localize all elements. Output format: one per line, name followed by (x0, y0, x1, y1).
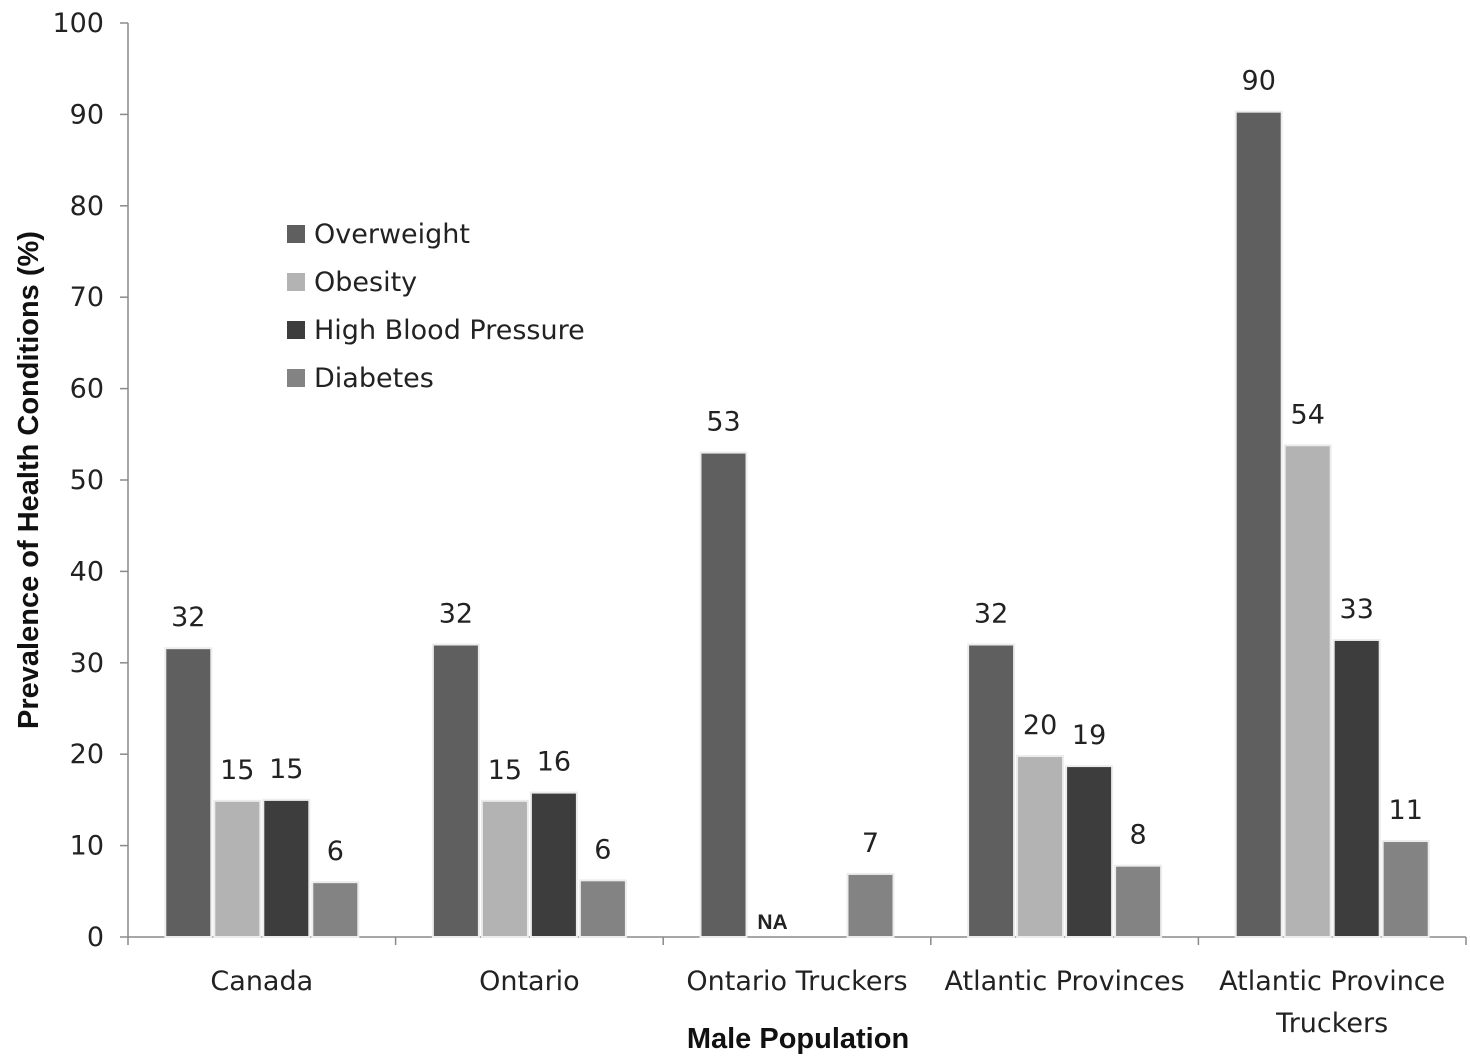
x-tick-label: Canada (210, 966, 313, 997)
y-tick-label: 90 (70, 99, 104, 130)
legend-swatch (287, 225, 305, 243)
data-label: 8 (1130, 820, 1147, 851)
bar-obesity (1283, 444, 1332, 938)
legend-swatch (287, 369, 305, 387)
data-label: 20 (1023, 710, 1057, 741)
bar-obesity (480, 799, 529, 939)
data-label: 15 (220, 755, 254, 786)
data-labels: 32 15 15 6 32 15 16 6 53 NA 7 32 20 19 8 90 54 33 11 (171, 66, 1423, 934)
legend-label: High Blood Pressure (314, 315, 585, 346)
y-axis: 0 10 20 30 40 50 60 70 80 90 100 (52, 8, 129, 953)
data-label: 6 (327, 836, 344, 867)
data-label: 6 (594, 834, 611, 865)
x-tick-label: Ontario Truckers (686, 966, 907, 997)
x-tick-label: Atlantic Provinces (944, 966, 1184, 997)
y-tick-label: 0 (87, 922, 104, 953)
data-label: 16 (537, 747, 571, 778)
x-axis-title: Male Population (687, 1023, 909, 1055)
data-label: 32 (171, 602, 205, 633)
y-tick-label: 10 (70, 831, 104, 862)
y-tick-label: 30 (70, 648, 104, 679)
y-tick-label: 80 (70, 191, 104, 222)
data-label: 32 (974, 599, 1008, 630)
data-label: 7 (862, 828, 879, 859)
data-label: 15 (269, 754, 303, 785)
y-tick-label: 20 (70, 739, 104, 770)
bar-overweight (699, 451, 748, 938)
bar-high-blood-pressure (1332, 638, 1381, 938)
data-label: 90 (1242, 66, 1276, 97)
bar-diabetes (1381, 840, 1430, 939)
bar-obesity (213, 799, 262, 939)
legend-label: Diabetes (314, 363, 434, 394)
legend-label: Obesity (314, 267, 417, 298)
data-label: 54 (1291, 399, 1325, 430)
data-label: 53 (706, 407, 740, 438)
legend: Overweight Obesity High Blood Pressure Diab… (287, 219, 585, 394)
data-label: 15 (488, 755, 522, 786)
y-tick-label: 60 (70, 374, 104, 405)
y-tick-label: 50 (70, 465, 104, 496)
legend-swatch (287, 273, 305, 291)
y-axis-title: Prevalence of Health Conditions (%) (13, 231, 45, 729)
bar-overweight (1234, 110, 1283, 938)
bars (164, 110, 1430, 939)
y-tick-label: 100 (52, 8, 104, 39)
data-label: 11 (1389, 795, 1423, 826)
data-label: 19 (1072, 720, 1106, 751)
x-tick-label: Atlantic Province Truckers (1219, 966, 1445, 1039)
bar-overweight (431, 643, 480, 939)
bar-diabetes (1114, 864, 1163, 939)
bar-high-blood-pressure (1065, 765, 1114, 938)
bar-overweight (967, 643, 1016, 939)
legend-swatch (287, 321, 305, 339)
y-tick-label: 70 (70, 282, 104, 313)
data-label: 32 (439, 599, 473, 630)
bar-obesity (1016, 755, 1065, 939)
data-label-na: NA (757, 911, 787, 934)
y-tick-label: 40 (70, 556, 104, 587)
bar-diabetes (846, 872, 895, 939)
bar-overweight (164, 647, 213, 939)
legend-label: Overweight (314, 219, 470, 250)
bar-diabetes (311, 881, 360, 938)
x-tick-label: Ontario (479, 966, 580, 997)
bar-high-blood-pressure (529, 791, 578, 939)
bar-high-blood-pressure (262, 798, 311, 939)
bar-diabetes (578, 879, 627, 938)
data-label: 33 (1340, 594, 1374, 625)
